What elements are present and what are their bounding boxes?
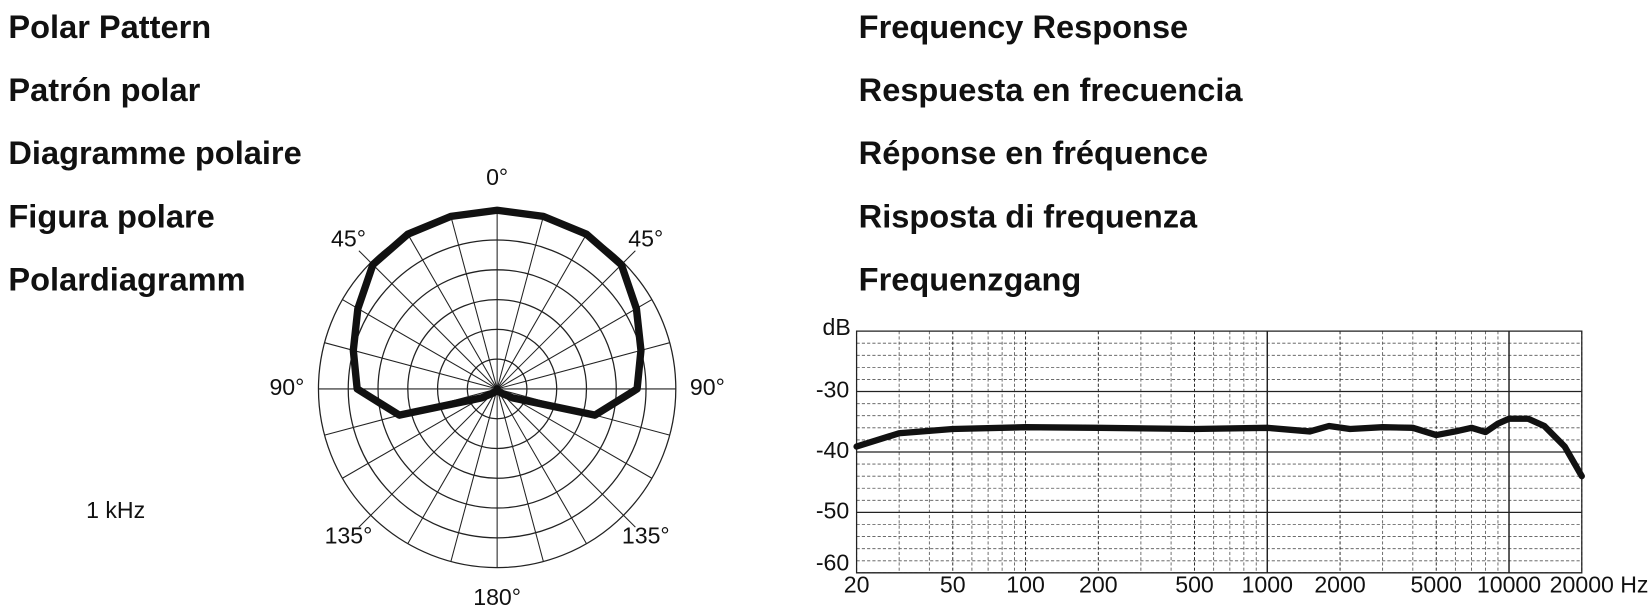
angle-label: 135°: [622, 523, 670, 549]
plot-frame: [855, 330, 1583, 574]
spoke: [496, 216, 544, 390]
angle-label: 45°: [331, 225, 366, 251]
heading: Polardiagramm: [8, 261, 245, 297]
spoke: [496, 233, 587, 390]
x-tick-label: 20000: [1550, 572, 1614, 598]
tick-mark: [358, 250, 372, 263]
spoke: [496, 388, 544, 562]
y-tick-label: -30: [816, 377, 849, 403]
angle-label: 90°: [690, 374, 725, 400]
x-tick-label: 1000: [1242, 572, 1293, 598]
tick-mark: [623, 250, 636, 263]
y-tick-label: -40: [816, 437, 849, 463]
x-tick-label: 200: [1079, 572, 1118, 598]
heading: Figura polare: [8, 198, 214, 234]
spoke: [342, 299, 498, 390]
angle-label: 180°: [473, 584, 521, 610]
heading: Patrón polar: [8, 72, 200, 108]
x-axis-label: Hz: [1620, 572, 1648, 598]
heading: Frequency Response: [859, 9, 1189, 45]
x-tick-label: 5000: [1411, 572, 1462, 598]
polar-curve: [349, 206, 645, 419]
spoke: [370, 388, 498, 516]
angle-label: 90°: [269, 374, 304, 400]
x-tick-label: 10000: [1477, 572, 1541, 598]
tick-mark: [358, 514, 372, 528]
spoke: [370, 262, 498, 390]
heading: Polar Pattern: [8, 9, 211, 45]
spoke: [496, 388, 624, 516]
y-tick-label: -60: [816, 550, 849, 576]
heading: Frequenzgang: [859, 261, 1082, 297]
spoke: [450, 216, 498, 390]
x-tick-label: 2000: [1314, 572, 1365, 598]
angle-label: 0°: [486, 164, 508, 190]
x-tick-label: 20: [844, 572, 870, 598]
x-tick-label: 100: [1006, 572, 1045, 598]
tick-mark: [623, 514, 636, 528]
polar-annotation: 1 kHz: [86, 497, 145, 523]
spoke: [342, 388, 498, 479]
spoke: [496, 388, 653, 479]
spoke: [496, 262, 624, 390]
angle-label: 135°: [325, 523, 373, 549]
y-tick-label: -50: [816, 498, 849, 524]
x-tick-label: 50: [940, 572, 966, 598]
response-line: [853, 415, 1585, 480]
heading: Réponse en fréquence: [859, 135, 1208, 171]
heading: Risposta di frequenza: [859, 198, 1198, 234]
spoke: [407, 388, 498, 544]
angle-label: 45°: [628, 225, 663, 251]
heading: Respuesta en frecuencia: [859, 72, 1244, 108]
spoke: [496, 299, 653, 390]
y-axis-label: dB: [822, 314, 850, 340]
spoke: [407, 233, 498, 390]
heading: Diagramme polaire: [8, 135, 301, 171]
spoke: [450, 388, 498, 562]
x-tick-label: 500: [1175, 572, 1214, 598]
spoke: [496, 388, 587, 544]
